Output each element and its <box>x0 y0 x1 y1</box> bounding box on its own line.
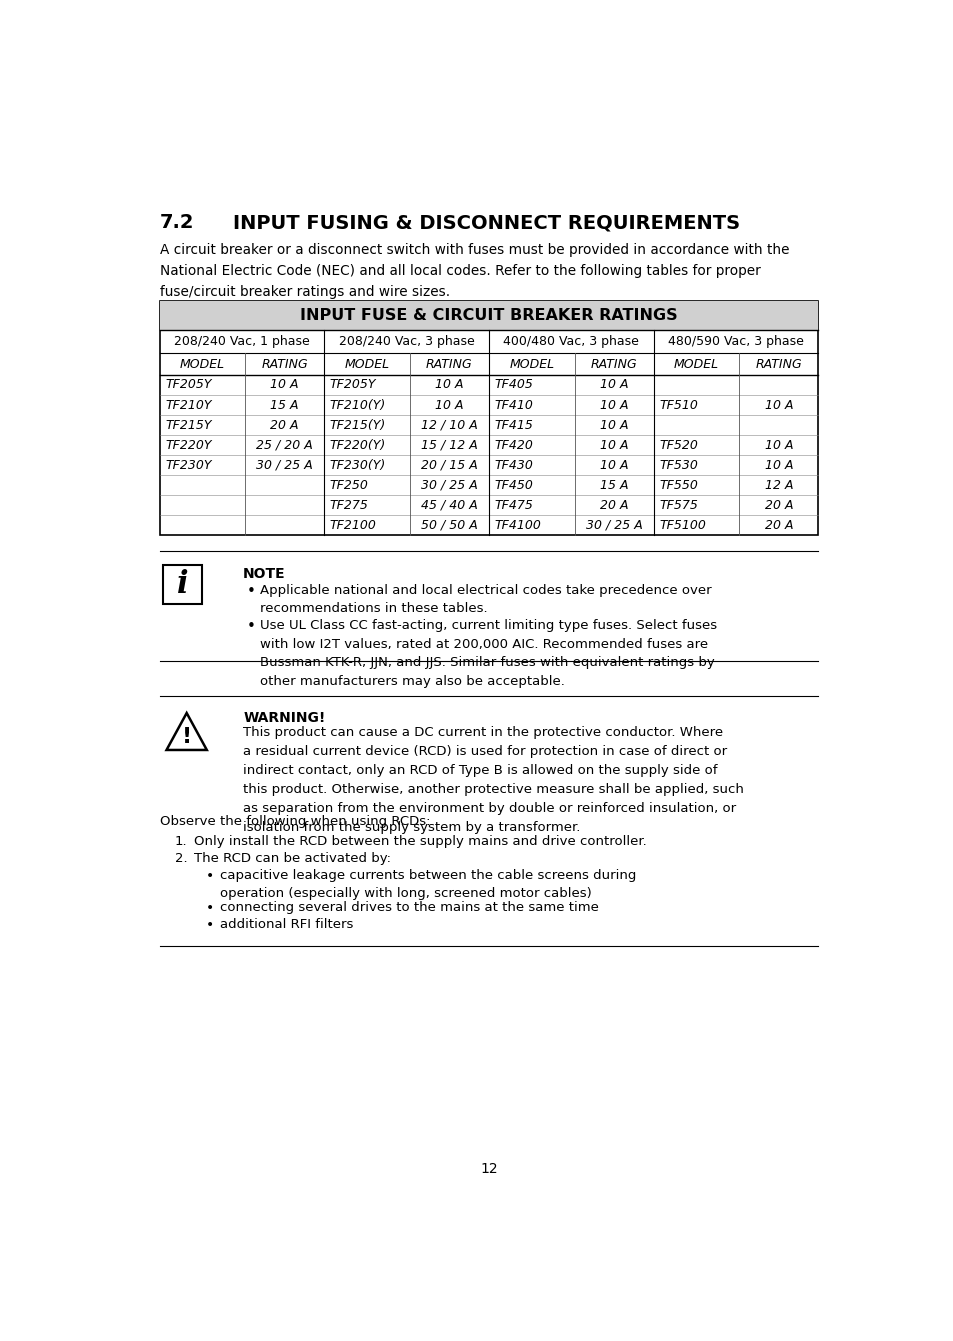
Text: additional RFI filters: additional RFI filters <box>220 917 353 931</box>
Text: A circuit breaker or a disconnect switch with fuses must be provided in accordan: A circuit breaker or a disconnect switch… <box>159 243 788 299</box>
Text: 10 A: 10 A <box>599 398 628 412</box>
Text: 480/590 Vac, 3 phase: 480/590 Vac, 3 phase <box>667 335 803 349</box>
Text: RATING: RATING <box>590 358 637 370</box>
Text: TF250: TF250 <box>330 479 368 492</box>
Text: MODEL: MODEL <box>344 358 389 370</box>
Text: i: i <box>177 569 189 599</box>
Text: 30 / 25 A: 30 / 25 A <box>420 479 477 492</box>
Text: TF220Y: TF220Y <box>165 439 212 452</box>
Text: TF205Y: TF205Y <box>165 378 212 392</box>
Text: MODEL: MODEL <box>673 358 719 370</box>
Bar <box>159 302 818 535</box>
Text: 20 A: 20 A <box>763 499 792 512</box>
Text: •: • <box>247 583 255 598</box>
Text: RATING: RATING <box>426 358 473 370</box>
Text: TF220(Y): TF220(Y) <box>330 439 386 452</box>
Text: 15 A: 15 A <box>271 398 298 412</box>
Text: TF475: TF475 <box>494 499 533 512</box>
Text: 12 A: 12 A <box>763 479 792 492</box>
Text: 30 / 25 A: 30 / 25 A <box>585 519 641 531</box>
Text: TF2100: TF2100 <box>330 519 376 531</box>
Text: INPUT FUSING & DISCONNECT REQUIREMENTS: INPUT FUSING & DISCONNECT REQUIREMENTS <box>233 213 740 232</box>
Text: 10 A: 10 A <box>763 398 792 412</box>
Text: TF420: TF420 <box>494 439 533 452</box>
Text: •: • <box>206 917 214 932</box>
Text: Observe the following when using RCDs:: Observe the following when using RCDs: <box>159 815 430 829</box>
Text: 10 A: 10 A <box>271 378 298 392</box>
Text: 400/480 Vac, 3 phase: 400/480 Vac, 3 phase <box>503 335 639 349</box>
Text: Use UL Class CC fast-acting, current limiting type fuses. Select fuses
with low : Use UL Class CC fast-acting, current lim… <box>260 620 717 688</box>
Text: 10 A: 10 A <box>763 459 792 472</box>
Text: •: • <box>247 620 255 634</box>
Text: TF415: TF415 <box>494 418 533 432</box>
Text: TF405: TF405 <box>494 378 533 392</box>
Text: RATING: RATING <box>755 358 801 370</box>
Text: 20 A: 20 A <box>271 418 298 432</box>
Text: TF520: TF520 <box>659 439 698 452</box>
Text: MODEL: MODEL <box>509 358 554 370</box>
Text: 25 / 20 A: 25 / 20 A <box>256 439 313 452</box>
Text: TF210(Y): TF210(Y) <box>330 398 386 412</box>
Text: •: • <box>206 901 214 915</box>
Text: capacitive leakage currents between the cable screens during
operation (especial: capacitive leakage currents between the … <box>220 869 636 900</box>
Text: 20 / 15 A: 20 / 15 A <box>420 459 477 472</box>
Text: TF210Y: TF210Y <box>165 398 212 412</box>
Text: 208/240 Vac, 1 phase: 208/240 Vac, 1 phase <box>173 335 310 349</box>
Text: WARNING!: WARNING! <box>243 711 325 724</box>
Text: 10 A: 10 A <box>435 378 463 392</box>
Text: 10 A: 10 A <box>599 459 628 472</box>
Text: •: • <box>206 869 214 882</box>
Text: Applicable national and local electrical codes take precedence over
recommendati: Applicable national and local electrical… <box>260 583 711 616</box>
Text: TF430: TF430 <box>494 459 533 472</box>
Text: TF550: TF550 <box>659 479 698 492</box>
Text: 10 A: 10 A <box>599 378 628 392</box>
Text: 30 / 25 A: 30 / 25 A <box>256 459 313 472</box>
Text: 10 A: 10 A <box>435 398 463 412</box>
Text: TF510: TF510 <box>659 398 698 412</box>
Bar <box>159 302 818 330</box>
Text: TF205Y: TF205Y <box>330 378 375 392</box>
Text: !: ! <box>181 727 192 747</box>
Text: MODEL: MODEL <box>179 358 225 370</box>
Text: 208/240 Vac, 3 phase: 208/240 Vac, 3 phase <box>338 335 474 349</box>
Text: TF450: TF450 <box>494 479 533 492</box>
Text: TF410: TF410 <box>494 398 533 412</box>
Text: Only install the RCD between the supply mains and drive controller.: Only install the RCD between the supply … <box>194 834 646 848</box>
Text: This product can cause a DC current in the protective conductor. Where
a residua: This product can cause a DC current in t… <box>243 725 743 834</box>
Text: TF215(Y): TF215(Y) <box>330 418 386 432</box>
Text: 10 A: 10 A <box>599 418 628 432</box>
Text: 45 / 40 A: 45 / 40 A <box>420 499 477 512</box>
Text: 12: 12 <box>479 1161 497 1176</box>
Text: 15 / 12 A: 15 / 12 A <box>420 439 477 452</box>
Text: TF215Y: TF215Y <box>165 418 212 432</box>
Text: INPUT FUSE & CIRCUIT BREAKER RATINGS: INPUT FUSE & CIRCUIT BREAKER RATINGS <box>300 308 677 323</box>
Text: 1.: 1. <box>174 834 188 848</box>
Text: 10 A: 10 A <box>599 439 628 452</box>
Text: TF530: TF530 <box>659 459 698 472</box>
Text: 50 / 50 A: 50 / 50 A <box>420 519 477 531</box>
Bar <box>163 565 202 603</box>
Text: NOTE: NOTE <box>243 567 286 581</box>
Text: TF4100: TF4100 <box>494 519 540 531</box>
Text: TF230(Y): TF230(Y) <box>330 459 386 472</box>
Text: 15 A: 15 A <box>599 479 628 492</box>
Text: TF230Y: TF230Y <box>165 459 212 472</box>
Text: RATING: RATING <box>261 358 308 370</box>
Text: 2.: 2. <box>174 852 188 865</box>
Polygon shape <box>167 713 207 750</box>
Text: 20 A: 20 A <box>763 519 792 531</box>
Text: 10 A: 10 A <box>763 439 792 452</box>
Text: The RCD can be activated by:: The RCD can be activated by: <box>194 852 391 865</box>
Text: TF575: TF575 <box>659 499 698 512</box>
Text: connecting several drives to the mains at the same time: connecting several drives to the mains a… <box>220 901 598 913</box>
Text: TF275: TF275 <box>330 499 368 512</box>
Text: TF5100: TF5100 <box>659 519 705 531</box>
Text: 20 A: 20 A <box>599 499 628 512</box>
Text: 12 / 10 A: 12 / 10 A <box>420 418 477 432</box>
Text: 7.2: 7.2 <box>159 213 193 232</box>
